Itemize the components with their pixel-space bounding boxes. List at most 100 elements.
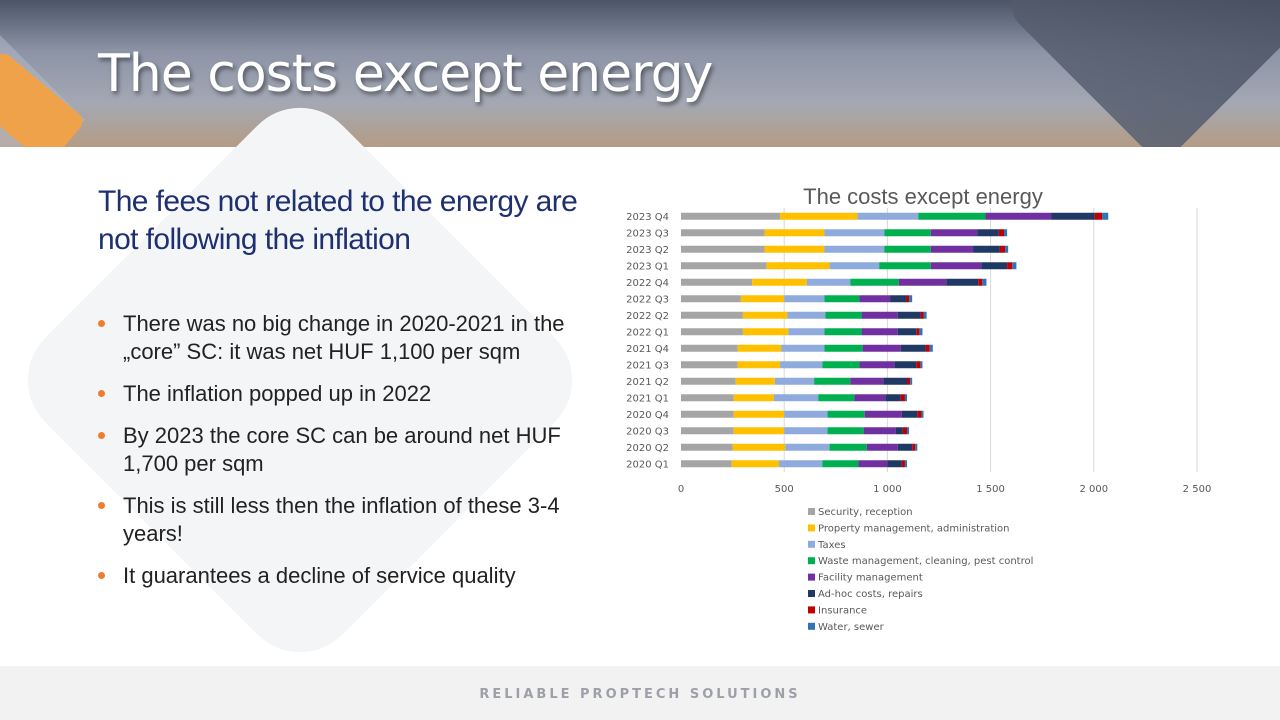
y-tick-label: 2023 Q2: [626, 245, 669, 256]
bar-segment: [824, 229, 885, 237]
bar-segment: [854, 394, 886, 402]
slide-subtitle: The fees not related to the energy are n…: [98, 185, 578, 256]
y-tick-label: 2022 Q2: [626, 311, 669, 322]
bar-segment: [861, 328, 898, 336]
bar-segment: [910, 377, 913, 385]
bar-segment: [827, 427, 864, 435]
footer-bar: [0, 666, 1280, 720]
bar-segment: [731, 460, 780, 468]
bar-segment: [884, 229, 931, 237]
bar-segment: [883, 377, 908, 385]
legend-label: Waste management, cleaning, pest control: [818, 556, 1033, 567]
bar-segment: [866, 443, 898, 451]
bar-segment: [981, 262, 1008, 270]
bullet-list: There was no big change in 2020-2021 in …: [98, 310, 578, 604]
x-tick-label: 500: [775, 484, 794, 495]
bar-segment: [930, 262, 982, 270]
legend-swatch: [808, 590, 815, 597]
bar-segment: [732, 443, 786, 451]
y-tick-label: 2021 Q1: [626, 393, 669, 404]
bar-segment: [861, 311, 898, 319]
bar-segment: [857, 212, 919, 220]
y-tick-label: 2020 Q2: [626, 443, 669, 454]
bullet-dot-icon: [98, 432, 105, 439]
slide-title: The costs except energy: [98, 44, 713, 104]
bar-segment: [785, 443, 830, 451]
bar-segment: [863, 427, 896, 435]
bar-segment: [681, 377, 736, 385]
y-tick-label: 2021 Q2: [626, 377, 669, 388]
bar-segment: [784, 295, 825, 303]
bullet-dot-icon: [98, 502, 105, 509]
bar-segment: [681, 295, 741, 303]
y-tick-label: 2023 Q3: [626, 228, 669, 239]
legend-swatch: [808, 508, 815, 515]
bar-segment: [921, 410, 924, 418]
legend-swatch: [808, 622, 815, 630]
bar-segment: [681, 212, 781, 220]
bar-segment: [925, 344, 930, 352]
bar-segment: [681, 394, 734, 402]
bar-segment: [862, 344, 901, 352]
bar-segment: [977, 229, 999, 237]
bar-segment: [764, 229, 825, 237]
bullet-text: The inflation popped up in 2022: [123, 381, 432, 406]
bar-segment: [806, 278, 851, 286]
bar-segment: [898, 278, 947, 286]
bullet-dot-icon: [98, 320, 105, 327]
legend-label: Security, reception: [818, 507, 913, 518]
bar-segment: [773, 394, 819, 402]
decorative-shape: [998, 0, 1280, 147]
bar-segment: [900, 344, 926, 352]
bar-segment: [902, 427, 908, 435]
bar-segment: [681, 443, 733, 451]
x-tick-label: 2 500: [1183, 484, 1212, 495]
x-tick-label: 2 000: [1079, 484, 1108, 495]
bar-segment: [1005, 245, 1009, 253]
bullet-item: The inflation popped up in 2022: [98, 380, 578, 408]
bar-segment: [930, 245, 974, 253]
bar-segment: [1102, 212, 1109, 220]
bar-segment: [907, 427, 910, 435]
bar-segment: [982, 278, 987, 286]
bar-segment: [733, 427, 785, 435]
bar-segment: [907, 377, 911, 385]
bar-segment: [1004, 229, 1008, 237]
bar-segment: [918, 212, 986, 220]
bar-segment: [879, 262, 931, 270]
bar-segment: [829, 443, 867, 451]
legend-swatch: [808, 557, 815, 565]
bar-segment: [787, 311, 826, 319]
bar-segment: [915, 443, 918, 451]
bar-segment: [829, 262, 880, 270]
bar-segment: [742, 311, 788, 319]
bar-segment: [681, 229, 765, 237]
bar-segment: [887, 460, 902, 468]
bar-segment: [824, 295, 860, 303]
bar-segment: [930, 229, 978, 237]
bar-segment: [946, 278, 979, 286]
bar-segment: [681, 245, 765, 253]
bullet-dot-icon: [98, 572, 105, 579]
bar-segment: [742, 328, 789, 336]
y-tick-label: 2020 Q1: [626, 459, 669, 470]
x-tick-label: 0: [678, 484, 684, 495]
bar-segment: [864, 410, 902, 418]
y-tick-label: 2020 Q3: [626, 426, 669, 437]
bar-segment: [824, 328, 862, 336]
bar-segment: [827, 410, 865, 418]
bar-segment: [916, 361, 921, 369]
bar-segment: [681, 361, 738, 369]
legend-swatch: [808, 540, 815, 548]
bar-segment: [780, 361, 823, 369]
bar-segment: [929, 344, 933, 352]
bar-segment: [897, 443, 913, 451]
bar-segment: [912, 443, 916, 451]
bar-segment: [681, 460, 732, 468]
bar-segment: [784, 427, 828, 435]
y-tick-label: 2020 Q4: [626, 410, 669, 421]
bar-segment: [900, 394, 905, 402]
bar-segment: [885, 394, 901, 402]
bar-segment: [850, 377, 884, 385]
bar-segment: [884, 245, 931, 253]
